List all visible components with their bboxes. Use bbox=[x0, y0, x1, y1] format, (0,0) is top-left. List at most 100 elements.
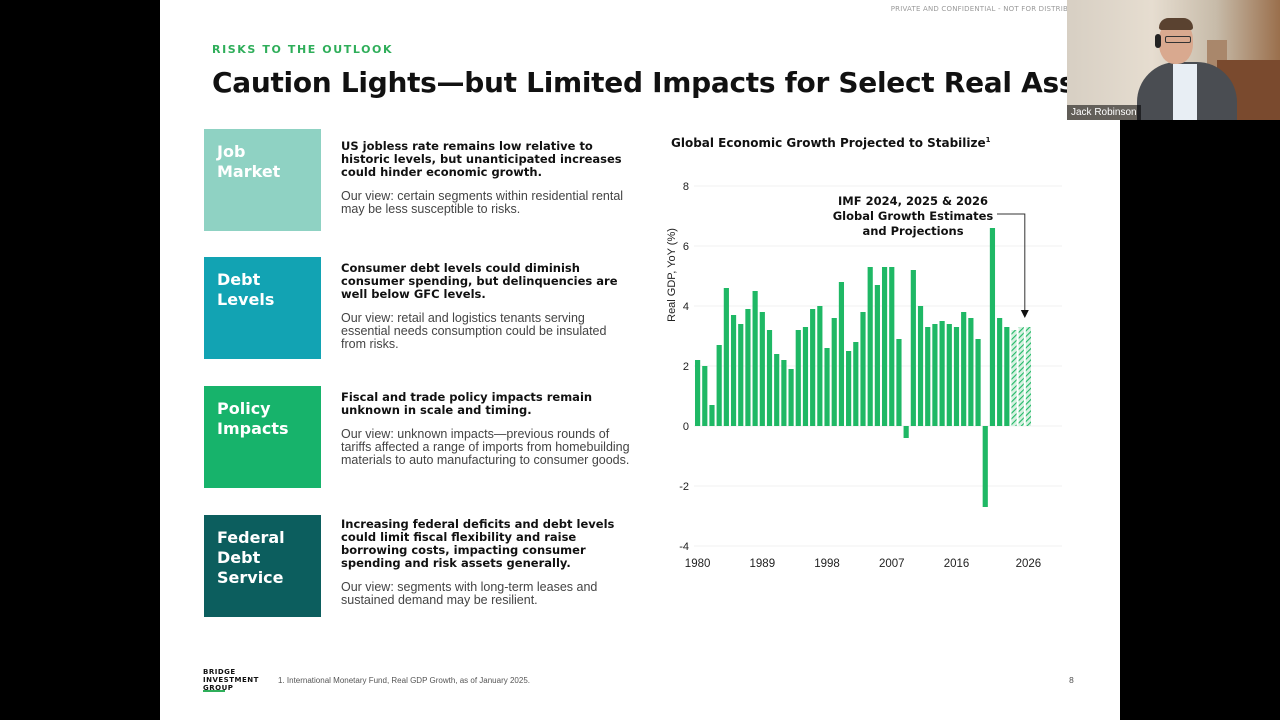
gdp-bar bbox=[716, 345, 722, 426]
x-tick-label: 2026 bbox=[1016, 558, 1042, 570]
risk-view: Our view: certain segments within reside… bbox=[341, 189, 624, 216]
gdp-bar bbox=[838, 282, 845, 426]
gdp-bar bbox=[989, 228, 996, 426]
y-tick-label: -2 bbox=[679, 481, 689, 493]
gdp-bar bbox=[709, 405, 715, 426]
participant-name: Jack Robinson bbox=[1067, 105, 1141, 120]
logo-accent-bar bbox=[203, 690, 225, 692]
x-tick-label: 1989 bbox=[750, 558, 776, 570]
risk-statement: Increasing federal deficits and debt lev… bbox=[341, 517, 615, 570]
gdp-bar bbox=[997, 318, 1003, 426]
risk-description-job-market: US jobless rate remains low relative to … bbox=[341, 140, 631, 216]
risk-description-debt-levels: Consumer debt levels could diminish cons… bbox=[341, 262, 631, 351]
gdp-bar bbox=[723, 288, 729, 426]
presentation-slide: PRIVATE AND CONFIDENTIAL - NOT FOR DISTR… bbox=[160, 0, 1120, 720]
gdp-bar bbox=[1004, 327, 1010, 426]
risk-title: Policy Impacts bbox=[217, 399, 289, 438]
gdp-bar bbox=[881, 267, 888, 426]
gdp-bar bbox=[766, 330, 773, 426]
gdp-bar bbox=[939, 321, 945, 426]
gdp-bar bbox=[917, 306, 924, 426]
annotation-line: and Projections bbox=[862, 224, 963, 238]
risk-statement: Consumer debt levels could diminish cons… bbox=[341, 261, 618, 301]
gdp-bar bbox=[730, 315, 737, 426]
risk-description-federal-debt-service: Increasing federal deficits and debt lev… bbox=[341, 518, 631, 607]
gdp-bar bbox=[702, 366, 708, 426]
y-tick-label: 4 bbox=[683, 301, 689, 313]
y-tick-label: 8 bbox=[683, 181, 689, 193]
gdp-bar bbox=[889, 267, 895, 426]
gdp-bar bbox=[831, 318, 837, 426]
gdp-bar bbox=[910, 270, 916, 426]
gdp-bar bbox=[932, 324, 938, 426]
headset-icon bbox=[1155, 34, 1161, 48]
gdp-bar bbox=[975, 339, 981, 426]
risk-box-debt-levels: Debt Levels bbox=[204, 257, 321, 359]
chart-title: Global Economic Growth Projected to Stab… bbox=[671, 136, 991, 150]
y-axis-label: Real GDP, YoY (%) bbox=[666, 228, 678, 322]
y-tick-label: 0 bbox=[683, 421, 689, 433]
risk-box-job-market: Job Market bbox=[204, 129, 321, 231]
section-eyebrow: RISKS TO THE OUTLOOK bbox=[212, 43, 394, 56]
risk-description-policy-impacts: Fiscal and trade policy impacts remain u… bbox=[341, 391, 631, 467]
gdp-bar bbox=[817, 306, 823, 426]
gdp-bar bbox=[896, 339, 902, 426]
gdp-bar bbox=[738, 324, 744, 426]
arrow-down-icon bbox=[1020, 310, 1029, 318]
gdp-bar bbox=[774, 354, 780, 426]
slide-title: Caution Lights—but Limited Impacts for S… bbox=[212, 66, 1120, 99]
gdp-bar bbox=[968, 318, 974, 426]
annotation-line: IMF 2024, 2025 & 2026 bbox=[838, 194, 988, 208]
gdp-bar bbox=[961, 312, 967, 426]
participant-video-tile[interactable]: Jack Robinson bbox=[1067, 0, 1280, 120]
gdp-bar bbox=[781, 360, 787, 426]
chart-title-text: Global Economic Growth Projected to Stab… bbox=[671, 136, 986, 150]
risk-statement: Fiscal and trade policy impacts remain u… bbox=[341, 390, 593, 417]
participant-shirt bbox=[1173, 64, 1197, 120]
x-tick-label: 2016 bbox=[944, 558, 970, 570]
footnote: 1. International Monetary Fund, Real GDP… bbox=[278, 676, 530, 685]
gdp-bar bbox=[802, 327, 809, 426]
risk-statement: US jobless rate remains low relative to … bbox=[341, 139, 622, 179]
x-tick-label: 2007 bbox=[879, 558, 905, 570]
gdp-bar bbox=[846, 351, 852, 426]
gdp-bar bbox=[853, 342, 859, 426]
risk-view: Our view: retail and logistics tenants s… bbox=[341, 311, 607, 351]
gdp-bar bbox=[867, 267, 873, 426]
gdp-bar bbox=[788, 369, 794, 426]
participant-hair bbox=[1159, 18, 1193, 30]
x-tick-label: 1998 bbox=[814, 558, 840, 570]
risk-view: Our view: unknown impacts—previous round… bbox=[341, 427, 630, 467]
risk-title: Federal Debt Service bbox=[217, 528, 285, 587]
x-tick-label: 1980 bbox=[685, 558, 711, 570]
gdp-bar bbox=[824, 348, 830, 426]
risk-title: Job Market bbox=[217, 142, 281, 181]
gdp-bar bbox=[860, 312, 866, 426]
projected-bar bbox=[1018, 327, 1024, 426]
projected-bar bbox=[1025, 327, 1031, 426]
gdp-bar bbox=[752, 291, 758, 426]
gdp-bar bbox=[695, 360, 701, 426]
projected-bar bbox=[1011, 330, 1017, 426]
gdp-bar bbox=[795, 330, 801, 426]
gdp-bar-chart: 8 6 4 2 0 -2 -4 1980 1989 1998 2007 2016 2026 Real … bbox=[666, 181, 1062, 570]
gdp-bar bbox=[946, 324, 952, 426]
annotation-leader-line bbox=[997, 213, 1026, 310]
gdp-bar bbox=[982, 426, 988, 507]
y-tick-label: 2 bbox=[683, 361, 689, 373]
risk-box-policy-impacts: Policy Impacts bbox=[204, 386, 321, 488]
bridge-logo: BRIDGE INVESTMENT GROUP bbox=[203, 668, 259, 692]
page-number: 8 bbox=[1068, 676, 1074, 685]
annotation-line: Global Growth Estimates bbox=[833, 209, 994, 223]
footnote-marker: 1 bbox=[985, 136, 991, 144]
risk-box-federal-debt-service: Federal Debt Service bbox=[204, 515, 321, 617]
risk-view: Our view: segments with long-term leases… bbox=[341, 580, 598, 607]
gdp-bar bbox=[745, 309, 751, 426]
risk-title: Debt Levels bbox=[217, 270, 275, 309]
y-tick-label: 6 bbox=[683, 241, 689, 253]
glasses-icon bbox=[1165, 36, 1191, 43]
gdp-bar bbox=[953, 327, 960, 426]
gdp-bar bbox=[925, 327, 931, 426]
gdp-bar bbox=[759, 312, 765, 426]
